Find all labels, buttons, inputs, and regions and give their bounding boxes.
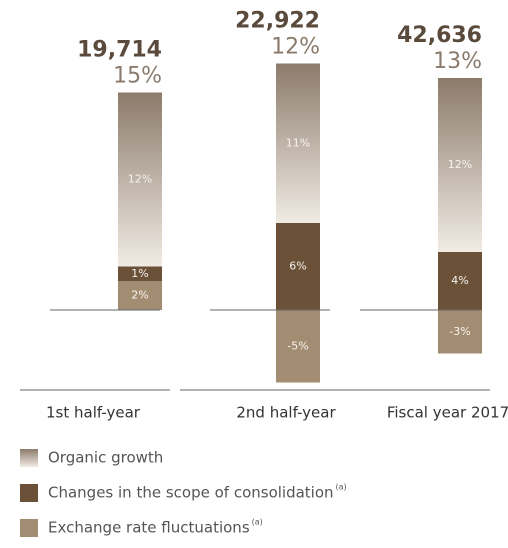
segment-label: -5% [287,339,308,352]
bar-segment [276,63,320,223]
legend-swatch [20,449,38,467]
legend-footnote: (a) [336,483,347,492]
segment-label: 12% [448,158,472,171]
category-label: 2nd half-year [236,404,336,422]
legend-label: Exchange rate fluctuations [48,519,250,537]
legend-label: Changes in the scope of consolidation [48,484,334,502]
category-label: Fiscal year 2017 [387,404,508,422]
bar-segment [438,78,482,252]
segment-label: 1% [131,267,148,280]
legend-swatch [20,484,38,502]
legend-swatch [20,519,38,537]
bar-segment [118,92,162,267]
total-amount: 22,922 [235,9,320,34]
legend-label: Organic growth [48,449,163,467]
segment-label: 11% [286,136,310,149]
bar-segment [276,223,320,310]
total-amount: 19,714 [77,38,162,63]
segment-label: -3% [449,325,470,338]
legend-footnote: (a) [252,518,263,527]
segment-label: 12% [128,173,152,186]
total-percent: 15% [113,64,162,89]
segment-label: 6% [289,260,306,273]
segment-label: 2% [131,289,148,302]
total-percent: 12% [271,35,320,60]
bar-segment [118,281,162,310]
bar-segment [276,310,320,383]
bar-segment [118,266,162,281]
total-amount: 42,636 [397,23,482,48]
bar-segment [438,310,482,354]
bar-segment [438,252,482,310]
category-label: 1st half-year [46,404,141,422]
total-percent: 13% [433,49,482,74]
segment-label: 4% [451,274,468,287]
